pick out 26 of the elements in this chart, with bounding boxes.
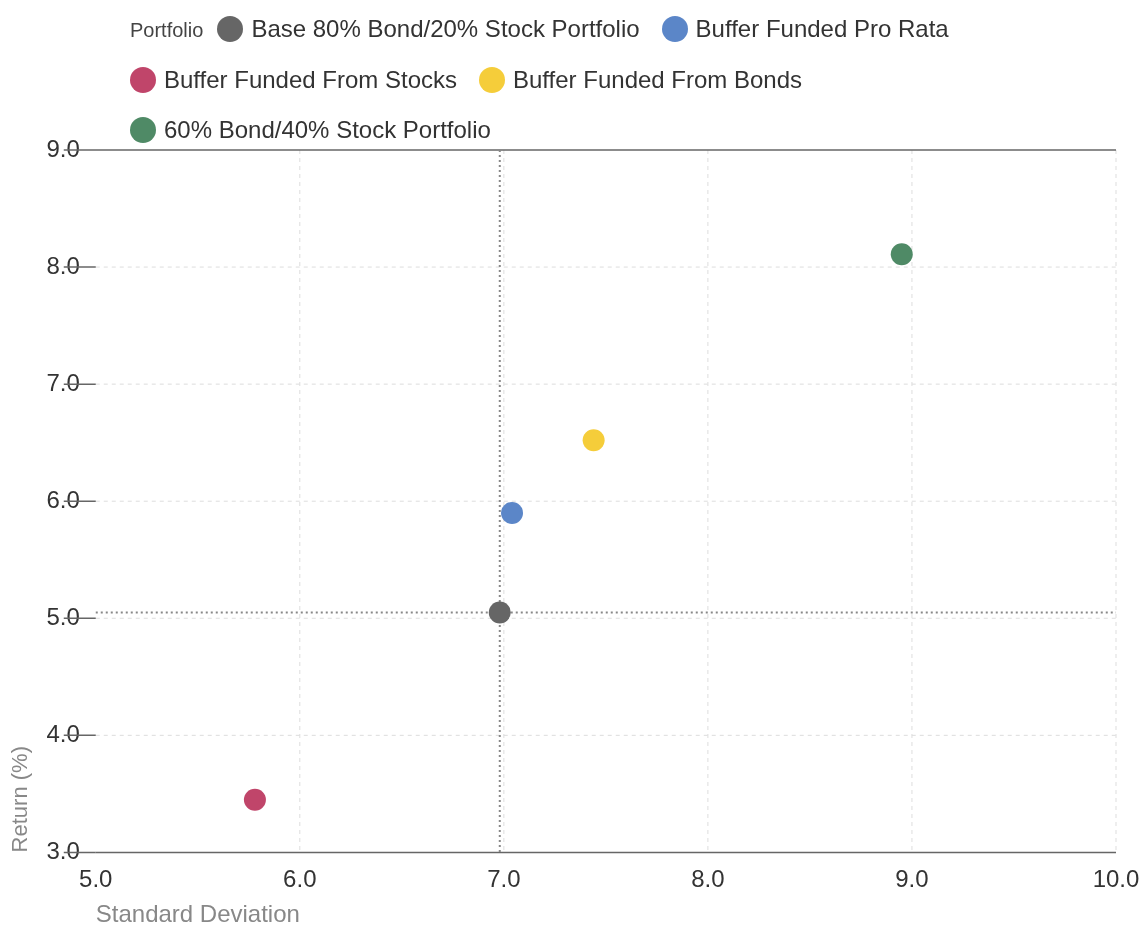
x-tick-label: 6.0 [283, 865, 317, 893]
legend-label: 60% Bond/40% Stock Portfolio [164, 116, 491, 143]
x-tick-label: 7.0 [487, 865, 521, 893]
x-tick-label: 5.0 [79, 865, 113, 893]
y-tick-label: 5.0 [46, 602, 80, 630]
y-tick-label: 3.0 [46, 837, 80, 865]
point [488, 601, 511, 624]
point [890, 243, 913, 266]
legend-label: Base 80% Bond/20% Stock Portfolio [251, 15, 640, 42]
x-tick-label: 8.0 [691, 865, 725, 893]
y-tick-label: 4.0 [46, 719, 80, 747]
y-tick-label: 8.0 [46, 251, 80, 279]
y-tick-label: 7.0 [46, 368, 80, 396]
x-tick-label: 10.0 [1092, 865, 1140, 893]
legend-title: Portfolio [130, 19, 204, 41]
point [582, 429, 605, 452]
point [243, 788, 266, 811]
x-tick-label: 9.0 [895, 865, 929, 893]
y-tick-label: 6.0 [46, 485, 80, 513]
x-axis-title: Standard Deviation [95, 900, 300, 928]
point [501, 501, 524, 524]
y-tick-label: 9.0 [46, 134, 80, 162]
legend-label: Buffer Funded From Bonds [513, 66, 803, 93]
y-axis-title: Return (%) [7, 746, 33, 853]
legend-label: Buffer Funded Pro Rata [695, 15, 949, 42]
legend-label: Buffer Funded From Stocks [164, 66, 458, 93]
